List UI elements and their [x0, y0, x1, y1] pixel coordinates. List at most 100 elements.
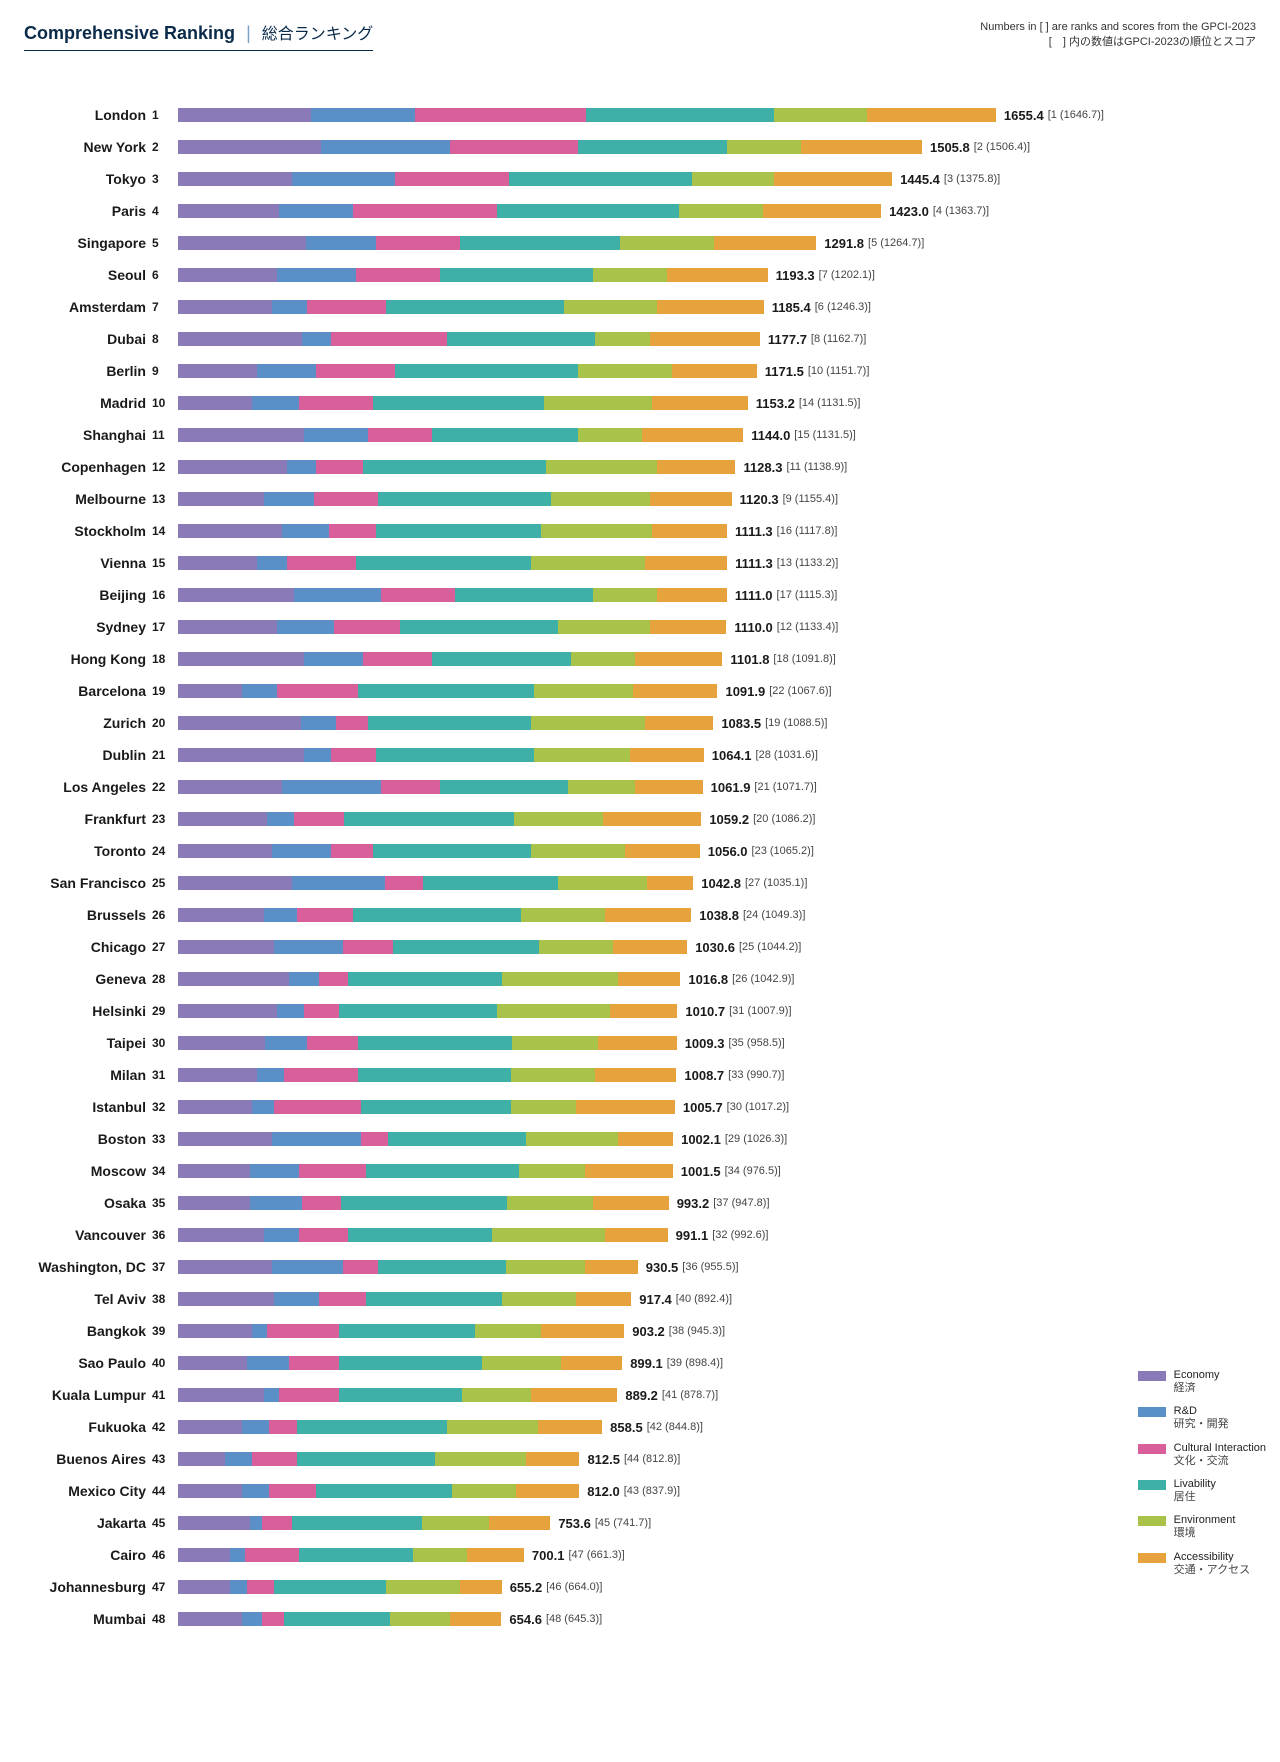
city-label: Taipei [24, 1035, 152, 1051]
bar-segment-rd [230, 1580, 247, 1594]
bar-segment-culture [262, 1612, 284, 1626]
ranking-row: Hong Kong181101.8[18 (1091.8)] [24, 645, 1256, 673]
bar-segment-culture [361, 1132, 388, 1146]
bar-segment-rd [302, 332, 332, 346]
city-label: Paris [24, 203, 152, 219]
bar-segment-accessibility [613, 940, 688, 954]
bar-segment-rd [242, 1612, 262, 1626]
legend-swatch [1138, 1480, 1166, 1490]
ranking-row: Madrid101153.2[14 (1131.5)] [24, 389, 1256, 417]
score-label: 1445.4 [892, 172, 940, 187]
bar-segment-culture [247, 1580, 274, 1594]
bar-segment-culture [450, 140, 579, 154]
bar-segment-economy [178, 1548, 230, 1562]
bar [178, 1484, 579, 1498]
bar-segment-environment [564, 300, 658, 314]
bar-segment-rd [257, 556, 287, 570]
city-label: Sao Paulo [24, 1355, 152, 1371]
bar-segment-rd [292, 172, 396, 186]
bar-segment-rd [311, 108, 415, 122]
bar-segment-livability [339, 1356, 482, 1370]
bar-segment-culture [316, 460, 363, 474]
bar-segment-rd [277, 268, 356, 282]
rank-label: 13 [152, 492, 178, 506]
city-label: Vienna [24, 555, 152, 571]
prev-score-label: [20 (1086.2)] [749, 813, 815, 825]
bar-segment-livability [423, 876, 559, 890]
bar-segment-culture [385, 876, 422, 890]
prev-score-label: [39 (898.4)] [663, 1357, 723, 1369]
bar-segment-accessibility [801, 140, 922, 154]
score-label: 1655.4 [996, 108, 1044, 123]
city-label: Geneva [24, 971, 152, 987]
legend-label-jp: 経済 [1174, 1382, 1220, 1395]
prev-score-label: [48 (645.3)] [542, 1613, 602, 1625]
bar-segment-culture [356, 268, 440, 282]
rank-label: 38 [152, 1292, 178, 1306]
city-label: Dublin [24, 747, 152, 763]
city-label: Hong Kong [24, 651, 152, 667]
ranking-row: Kuala Lumpur41889.2[41 (878.7)] [24, 1381, 1256, 1409]
bar-segment-livability [292, 1516, 423, 1530]
rank-label: 39 [152, 1324, 178, 1338]
bar-segment-accessibility [489, 1516, 550, 1530]
legend-item-environment: Environment環境 [1138, 1514, 1266, 1540]
bar-segment-environment [571, 652, 635, 666]
score-label: 1111.0 [727, 588, 773, 603]
rank-label: 8 [152, 332, 178, 346]
rank-label: 7 [152, 300, 178, 314]
rank-label: 44 [152, 1484, 178, 1498]
bar-segment-livability [353, 908, 521, 922]
bar-segment-livability [348, 1228, 491, 1242]
rank-label: 6 [152, 268, 178, 282]
bar-segment-rd [274, 940, 343, 954]
bar-segment-rd [321, 140, 450, 154]
prev-score-label: [32 (992.6)] [708, 1229, 768, 1241]
rank-label: 18 [152, 652, 178, 666]
bar-segment-livability [373, 396, 544, 410]
bar-segment-accessibility [633, 684, 718, 698]
bar-segment-culture [274, 1100, 360, 1114]
rank-label: 31 [152, 1068, 178, 1082]
ranking-row: Los Angeles221061.9[21 (1071.7)] [24, 773, 1256, 801]
score-label: 753.6 [550, 1516, 591, 1531]
bar-segment-culture [299, 396, 373, 410]
bar-segment-accessibility [650, 620, 727, 634]
ranking-row: Milan311008.7[33 (990.7)] [24, 1061, 1256, 1089]
bar-segment-environment [620, 236, 714, 250]
city-label: Amsterdam [24, 299, 152, 315]
prev-score-label: [11 (1138.9)] [782, 461, 847, 473]
ranking-row: Sao Paulo40899.1[39 (898.4)] [24, 1349, 1256, 1377]
bar [178, 492, 732, 506]
bar-segment-accessibility [561, 1356, 622, 1370]
bar-segment-livability [341, 1196, 507, 1210]
bar-segment-economy [178, 108, 311, 122]
bar-segment-accessibility [618, 972, 681, 986]
bar-segment-economy [178, 460, 287, 474]
bar-segment-environment [447, 1420, 538, 1434]
bar-segment-livability [366, 1164, 519, 1178]
score-label: 1009.3 [677, 1036, 725, 1051]
bar [178, 812, 701, 826]
bar [178, 236, 816, 250]
bar-segment-accessibility [635, 652, 722, 666]
bar-segment-rd [294, 588, 380, 602]
bar [178, 1548, 524, 1562]
rank-label: 4 [152, 204, 178, 218]
bar [178, 1580, 502, 1594]
legend-label-en: Economy [1174, 1369, 1220, 1382]
bar-segment-economy [178, 588, 294, 602]
bar-segment-rd [264, 1228, 299, 1242]
bar-segment-culture [381, 588, 455, 602]
prev-score-label: [2 (1506.4)] [970, 141, 1030, 153]
score-label: 1177.7 [760, 332, 807, 347]
bar-segment-economy [178, 1356, 247, 1370]
bar-segment-environment [578, 428, 642, 442]
bar-segment-rd [272, 844, 331, 858]
header-note-line1: Numbers in [ ] are ranks and scores from… [980, 20, 1256, 35]
city-label: New York [24, 139, 152, 155]
bar-segment-environment [502, 1292, 576, 1306]
score-label: 1111.3 [727, 524, 773, 539]
score-label: 1056.0 [700, 844, 748, 859]
score-label: 1083.5 [713, 716, 761, 731]
